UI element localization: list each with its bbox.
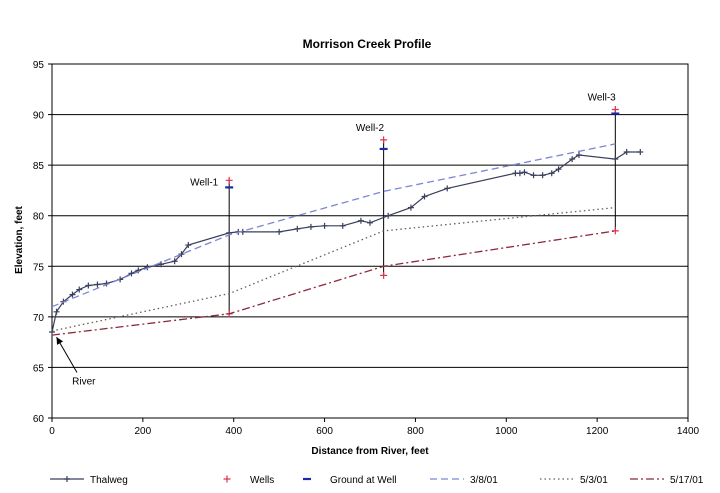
- thalweg-point-40: [623, 148, 630, 155]
- well-lines: [228, 109, 616, 314]
- legend: Thalweg Wells Ground at Well 3/8/01 5/3/01 5/…: [50, 475, 704, 486]
- legend-item-wells: Wells: [223, 475, 274, 486]
- thalweg-point-24: [357, 217, 364, 224]
- thalweg-point-25: [367, 219, 373, 226]
- thalweg-point-27: [407, 204, 414, 211]
- thalweg-point-28: [421, 193, 428, 200]
- legend-item-5-17-01: 5/17/01: [630, 475, 704, 486]
- thalweg-point-0: [49, 329, 55, 336]
- thalweg-point-5: [85, 282, 92, 289]
- x-tick-label-7: 1400: [677, 426, 700, 437]
- annotation-well-1: Well-1: [190, 177, 219, 188]
- thalweg-point-31: [516, 170, 523, 177]
- x-axis-label: Distance from River, feet: [311, 446, 429, 457]
- well-point-0: [225, 176, 233, 184]
- river-arrow-head: [56, 337, 64, 345]
- annotation-river: River: [72, 377, 96, 388]
- grid: [52, 114, 688, 368]
- annotations: Well-1 Well-2 Well-3 River: [56, 92, 617, 388]
- thalweg-point-37: [569, 156, 576, 163]
- series-thalweg: [49, 148, 644, 336]
- well-point-3: [380, 271, 388, 279]
- thalweg-point-29: [444, 185, 451, 192]
- thalweg-point-19: [276, 228, 283, 235]
- thalweg-point-33: [530, 172, 537, 179]
- x-tick-label-2: 400: [225, 426, 242, 437]
- thalweg-point-35: [548, 170, 555, 177]
- thalweg-point-13: [171, 258, 178, 265]
- legend-marker-0: [64, 476, 70, 482]
- thalweg-point-1: [53, 308, 60, 315]
- legend-item-ground-at-well: Ground at Well: [303, 475, 397, 486]
- thalweg-point-22: [321, 222, 328, 229]
- y-axis: 60 65 70 75 80 85 90 95: [33, 60, 52, 425]
- annotation-well-2: Well-2: [356, 123, 385, 134]
- thalweg-point-41: [637, 148, 644, 155]
- thalweg-point-23: [339, 222, 346, 229]
- legend-label-0: Thalweg: [90, 475, 128, 486]
- legend-item-3-8-01: 3/8/01: [430, 475, 498, 486]
- well-point-2: [380, 136, 388, 144]
- thalweg-point-38: [575, 152, 582, 159]
- plot-frame: [51, 63, 689, 419]
- x-tick-label-0: 0: [49, 426, 55, 437]
- thalweg-point-21: [307, 223, 314, 230]
- x-tick-label-3: 600: [316, 426, 333, 437]
- annotation-well-3: Well-3: [588, 92, 617, 103]
- legend-label-4: 5/3/01: [580, 475, 608, 486]
- legend-marker-1: [223, 475, 231, 483]
- y-axis-label: Elevation, feet: [14, 205, 25, 273]
- thalweg-point-15: [185, 242, 192, 249]
- y-tick-label-1: 65: [33, 363, 45, 374]
- series-ground-at-well: [225, 112, 620, 189]
- y-tick-label-6: 90: [33, 111, 45, 122]
- x-axis: 0 200 400 600 800 1000 1200 1400: [49, 418, 700, 437]
- thalweg-point-12: [158, 261, 165, 268]
- series-5-17-01: [51, 230, 616, 336]
- series-layer: [49, 106, 644, 336]
- legend-label-2: Ground at Well: [330, 475, 397, 486]
- chart-title: Morrison Creek Profile: [303, 37, 432, 51]
- y-tick-label-3: 75: [33, 262, 45, 273]
- well-point-4: [611, 106, 619, 114]
- series-line-4: [51, 206, 616, 332]
- thalweg-point-3: [69, 291, 76, 298]
- legend-label-5: 5/17/01: [670, 475, 704, 486]
- y-tick-label-7: 95: [33, 60, 45, 71]
- y-tick-label-4: 80: [33, 212, 45, 223]
- thalweg-point-26: [385, 212, 392, 219]
- series-5-3-01: [51, 206, 616, 332]
- legend-item-5-3-01: 5/3/01: [540, 475, 608, 486]
- thalweg-point-4: [76, 286, 83, 293]
- y-tick-label-5: 85: [33, 161, 45, 172]
- y-tick-label-2: 70: [33, 313, 45, 324]
- series-line-5: [51, 230, 616, 336]
- x-tick-label-6: 1200: [586, 426, 609, 437]
- thalweg-point-36: [555, 166, 562, 173]
- legend-label-3: 3/8/01: [470, 475, 498, 486]
- y-tick-label-0: 60: [33, 414, 45, 425]
- thalweg-point-32: [521, 169, 528, 176]
- legend-item-thalweg: Thalweg: [50, 475, 128, 486]
- thalweg-point-39: [612, 156, 619, 163]
- thalweg-point-14: [178, 251, 185, 258]
- x-tick-label-5: 1000: [495, 426, 518, 437]
- x-tick-label-1: 200: [135, 426, 152, 437]
- legend-label-1: Wells: [250, 475, 274, 486]
- thalweg-point-34: [539, 172, 546, 179]
- x-tick-label-4: 800: [407, 426, 424, 437]
- thalweg-point-20: [294, 225, 301, 232]
- thalweg-point-6: [94, 281, 101, 288]
